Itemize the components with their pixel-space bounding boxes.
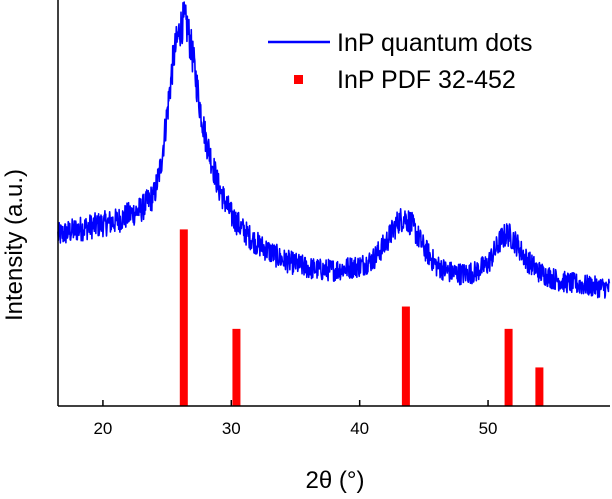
legend-label-quantum-dots: InP quantum dots <box>337 29 533 57</box>
legend: InP quantum dots InP PDF 32-452 <box>268 29 533 94</box>
x-tick-label-50: 50 <box>479 419 498 438</box>
x-tick-label-20: 20 <box>93 419 112 438</box>
y-axis-title: Intensity (a.u.) <box>1 169 28 321</box>
reference-bar-30.4 <box>232 328 241 406</box>
reference-bar-51.6 <box>504 328 513 406</box>
x-ticks: 20 30 40 50 <box>93 400 498 438</box>
x-axis-title: 2θ (°) <box>306 467 365 494</box>
x-tick-label-30: 30 <box>222 419 241 438</box>
legend-label-pdf: InP PDF 32-452 <box>337 66 516 94</box>
xrd-line-layer <box>57 1 611 299</box>
reference-bar-54 <box>535 367 544 406</box>
legend-bar-swatch <box>294 75 303 84</box>
reference-bar-26.3 <box>179 229 188 406</box>
axes <box>57 0 610 407</box>
x-tick-label-40: 40 <box>350 419 369 438</box>
reference-bars <box>179 229 544 406</box>
xrd-line-series <box>57 1 611 299</box>
reference-bar-43.6 <box>401 306 410 406</box>
